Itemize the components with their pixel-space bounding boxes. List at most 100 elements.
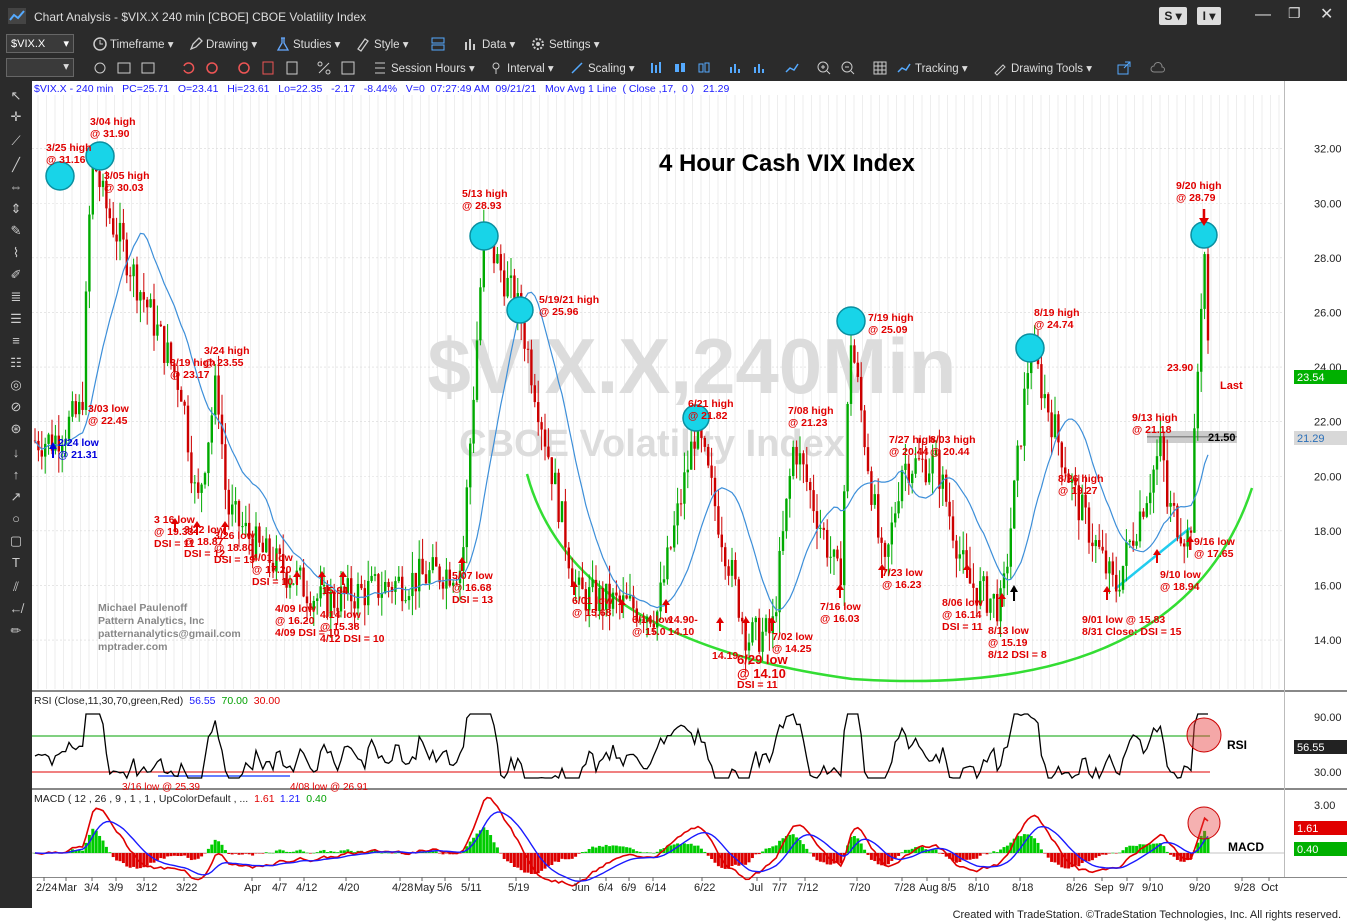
layout-icon[interactable] [430,36,446,52]
export-icon[interactable] [1116,60,1132,76]
speed-line-icon[interactable]: ≡ [12,333,20,348]
macd-hist-bar [961,853,965,861]
annotation-label: @ 21.31 [58,449,98,461]
palette-icon[interactable] [236,60,252,76]
horizontal-line-icon[interactable]: ⇔ [9,179,23,194]
arc-drawing[interactable] [525,473,1254,683]
candle-body [1098,540,1101,547]
refresh-icon[interactable] [204,60,220,76]
chart-tool-icon[interactable] [116,60,132,76]
annotation-label: @ 15.68 [572,607,612,619]
candle-body [560,501,564,523]
arc-icon[interactable]: ⊘ [10,399,22,414]
gann-icon[interactable]: ☷ [10,355,22,370]
macd-hist-bar [642,852,646,853]
i-button[interactable]: I ▾ [1197,7,1221,25]
session-hours-menu[interactable]: Session Hours ▾ [391,63,475,75]
grid-icon[interactable] [340,60,356,76]
volume-alt-icon[interactable] [752,60,768,76]
spiral-icon[interactable]: ⊛ [10,421,22,436]
arrow-up-icon[interactable]: ↑ [12,467,20,482]
candle-body [309,603,312,610]
candle-style-icon[interactable] [672,60,688,76]
drawing-menu[interactable]: Drawing ▾ [206,39,258,51]
timeframe-menu[interactable]: Timeframe ▾ [110,39,174,51]
chart-area[interactable]: $VIX.X,240Min CBOE Volatility Index 4 Ho… [32,81,1347,908]
macd-hist-bar [431,851,435,853]
macd-hist-bar [1124,847,1128,853]
annotation-label: @ 31.90 [90,128,130,140]
candle-body [554,472,557,485]
macd-hist-bar [390,853,394,854]
candle-body [231,504,234,515]
candle-body [1013,480,1016,529]
fib-fan-icon[interactable]: ☰ [10,311,22,326]
arrow-icon[interactable]: ↗ [10,489,22,504]
cloud-icon[interactable] [1150,60,1166,76]
maximize-icon[interactable]: ❐ [1288,5,1301,21]
minimize-icon[interactable]: — [1255,6,1271,23]
delete-drawing-icon[interactable]: ↚ [9,601,23,616]
edit-drawing-icon[interactable]: ✏ [10,623,22,638]
scaling-menu[interactable]: Scaling ▾ [588,63,635,75]
ray-icon[interactable]: ╱ [12,157,20,172]
candle-body [1206,254,1210,341]
zoom-in-icon[interactable] [816,60,832,76]
volume-icon[interactable] [728,60,744,76]
hash-icon[interactable]: ⫽ [13,579,19,594]
settings-menu[interactable]: Settings ▾ [549,39,600,51]
macd-hist-bar [332,851,336,853]
candle-body [265,538,268,553]
candle-body [40,450,43,457]
channel-icon[interactable]: ⌇ [12,245,20,260]
drawing-tools-menu[interactable]: Drawing Tools ▾ [1011,63,1092,75]
zoom-out-icon[interactable] [840,60,856,76]
symbol-input[interactable]: $VIX.X ▾ [6,34,74,53]
bar-style-icon[interactable] [648,60,664,76]
candle-body [71,401,74,417]
macd-hist-bar [754,853,758,855]
close-icon[interactable]: ✕ [1320,6,1334,23]
vertical-line-icon[interactable]: ⇕ [10,201,22,216]
candle-body [458,570,462,584]
ellipse-icon[interactable]: ○ [12,511,20,526]
pointer-icon[interactable]: ↖ [10,88,22,103]
annotation-label: @ 18.87 [184,536,224,548]
cycle-icon[interactable]: ◎ [10,377,22,392]
document-icon[interactable] [260,60,276,76]
crosshair-icon[interactable]: ✛ [10,109,22,124]
interval-input[interactable]: ▾ [6,58,74,77]
annotation-label: @ 19.27 [1058,485,1098,497]
s-button[interactable]: S ▾ [1159,7,1187,25]
interval-menu[interactable]: Interval ▾ [507,63,554,75]
macd-hist-bar [594,847,598,853]
text-icon[interactable]: T [12,555,20,570]
percent-icon[interactable] [316,60,332,76]
candle-body [737,579,740,618]
candle-alt-icon[interactable] [696,60,712,76]
data-menu[interactable]: Data ▾ [482,39,516,51]
annotation-label: 6/29 low [737,652,788,667]
macd-hist-bar [1046,853,1050,858]
macd-hist-bar [900,852,904,853]
window-tool-icon[interactable] [140,60,156,76]
rectangle-icon[interactable]: ▢ [9,533,23,548]
macd-hist-bar [880,853,884,866]
candle-body [921,458,924,460]
line-icon[interactable] [784,60,800,76]
trendline-icon[interactable]: ⟋ [11,133,21,148]
fib-icon[interactable]: ≣ [10,289,22,304]
angle-icon[interactable]: ✎ [10,223,22,238]
undo-icon[interactable] [180,60,196,76]
tracking-menu[interactable]: Tracking ▾ [915,63,968,75]
arrow-down-icon[interactable]: ↓ [12,445,20,460]
studies-menu[interactable]: Studies ▾ [293,39,341,51]
macd-hist-bar [200,853,204,857]
copy-icon[interactable] [284,60,300,76]
annotation-label: @ 17.20 [252,564,292,576]
style-menu[interactable]: Style ▾ [374,39,409,51]
pen-icon[interactable]: ✐ [10,267,22,282]
circle-tool-icon[interactable] [92,60,108,76]
annotation-label: @ 24.74 [1034,319,1074,331]
annotation-label: @ 23.55 [204,357,244,369]
